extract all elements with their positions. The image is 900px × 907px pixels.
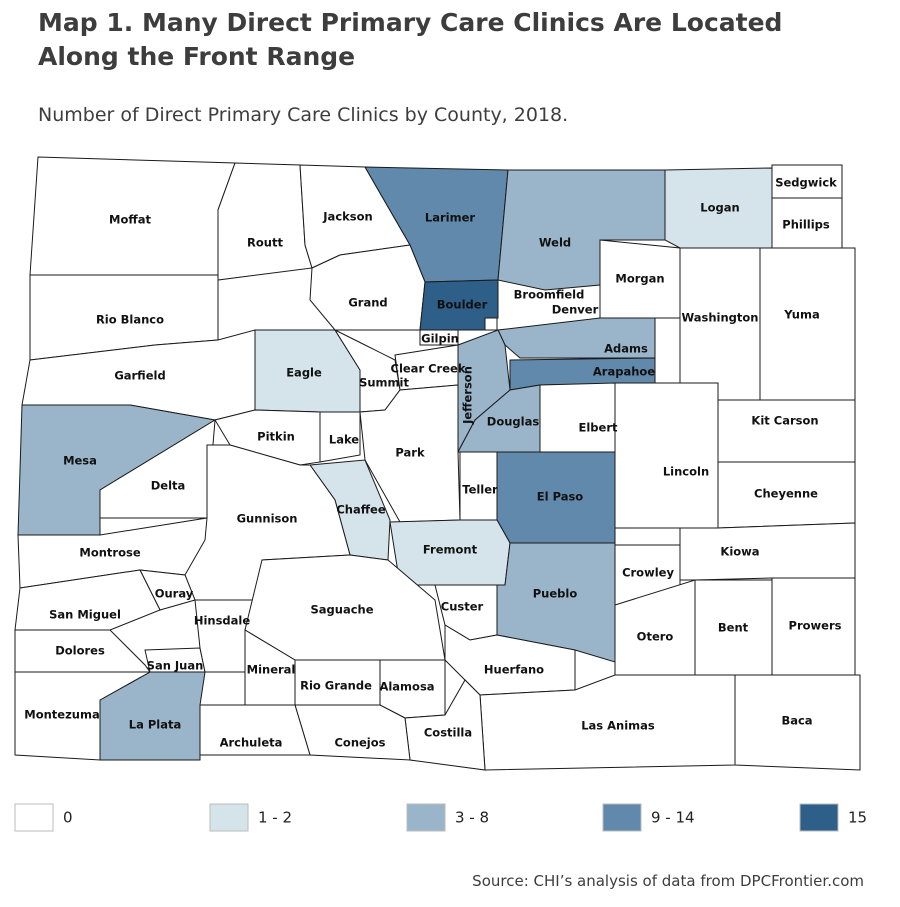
county-label: Sedgwick (775, 176, 837, 190)
county-label: Pitkin (257, 430, 295, 444)
county-label: Broomfield (514, 288, 585, 302)
legend-label: 1 - 2 (258, 809, 292, 827)
county-label: Teller (462, 483, 498, 497)
county-label: Washington (681, 311, 758, 325)
county-label: Elbert (579, 421, 619, 435)
county (717, 399, 856, 463)
county-label: Weld (539, 236, 571, 250)
county-label: Baca (781, 714, 812, 728)
county-label: Moffat (109, 213, 151, 227)
county (679, 522, 856, 581)
county-label: Chaffee (336, 503, 386, 517)
county-label: Custer (441, 600, 484, 614)
legend-label: 15 (848, 809, 867, 827)
county-label: Archuleta (220, 736, 283, 750)
county-label: Mineral (247, 663, 296, 677)
county-label: Clear Creek (391, 362, 466, 376)
county-label: Cheyenne (754, 487, 818, 501)
county-label: Yuma (783, 308, 819, 322)
county-label: Montrose (79, 546, 140, 560)
county-label: Garfield (114, 369, 165, 383)
county-label: Phillips (782, 218, 830, 232)
county-label: Delta (151, 479, 186, 493)
legend-swatch (406, 803, 446, 832)
county-label: Rio Blanco (96, 313, 164, 327)
county (14, 671, 152, 761)
county-label: La Plata (129, 718, 181, 732)
map-title: Map 1. Many Direct Primary Care Clinics … (38, 8, 783, 71)
county-label: Rio Grande (300, 679, 372, 693)
county-label: Crowley (622, 566, 674, 580)
county (484, 317, 498, 331)
county (497, 317, 656, 359)
county-label: Arapahoe (593, 365, 655, 379)
county-label: San Miguel (49, 608, 121, 622)
map: Moffat Routt Jackson Larimer Weld Logan Sedgwi… (14, 156, 867, 832)
county-label: Gunnison (237, 512, 298, 526)
source-note: Source: CHI’s analysis of data from DPCF… (472, 872, 864, 890)
county-label: Bent (718, 621, 749, 635)
county-label: Hinsdale (194, 614, 251, 628)
county-label: Otero (637, 630, 674, 644)
county-label: Dolores (55, 644, 105, 658)
county-label: Fremont (423, 543, 478, 557)
county (217, 162, 313, 281)
county-label: Montezuma (24, 708, 99, 722)
county-label: Jefferson (461, 366, 475, 425)
county-label: Park (395, 446, 425, 460)
county-label: Denver (552, 303, 599, 317)
county-label: Prowers (789, 619, 842, 633)
county-label: Ouray (155, 587, 194, 601)
county-label: Huerfano (484, 663, 544, 677)
county-label: Larimer (425, 211, 475, 225)
county-label: Saguache (310, 603, 373, 617)
county (759, 247, 856, 401)
legend-swatch (14, 803, 54, 832)
county-label: Eagle (286, 366, 322, 380)
county (734, 674, 861, 771)
county-label: Gilpin (421, 332, 459, 346)
county-label: Alamosa (379, 680, 434, 694)
legend-swatch (209, 803, 249, 832)
legend-label: 0 (63, 809, 73, 827)
county-label: Lake (329, 433, 359, 447)
county-label: San Juan (147, 659, 204, 673)
county-label: Morgan (615, 272, 664, 286)
county (14, 569, 161, 631)
county-label: Las Animas (581, 719, 655, 733)
county-label: Routt (247, 236, 283, 250)
county-label: Boulder (437, 298, 488, 312)
county-label: Adams (604, 342, 648, 356)
county-label: Jackson (322, 210, 372, 224)
county-label: Kit Carson (751, 414, 818, 428)
county (614, 382, 719, 529)
county (599, 239, 681, 319)
county-label: Conejos (334, 736, 385, 750)
county-label: Lincoln (663, 465, 709, 479)
county-label: Logan (700, 201, 739, 215)
county-label: Grand (348, 296, 387, 310)
county-label: Mesa (63, 454, 97, 468)
county-label: Summit (359, 376, 409, 390)
county-label: Douglas (487, 415, 540, 429)
county (319, 411, 361, 463)
legend-label: 9 - 14 (651, 809, 695, 827)
county (359, 384, 461, 523)
county (14, 629, 151, 673)
county-label: Kiowa (720, 545, 759, 559)
county-label: Costilla (424, 726, 472, 740)
map-subtitle: Number of Direct Primary Care Clinics by… (38, 104, 569, 126)
legend-label: 3 - 8 (455, 809, 489, 827)
county-label: El Paso (537, 490, 584, 504)
county-label: Pueblo (533, 587, 578, 601)
legend-swatch (799, 803, 839, 832)
county (294, 704, 411, 761)
legend-swatch (602, 803, 642, 832)
